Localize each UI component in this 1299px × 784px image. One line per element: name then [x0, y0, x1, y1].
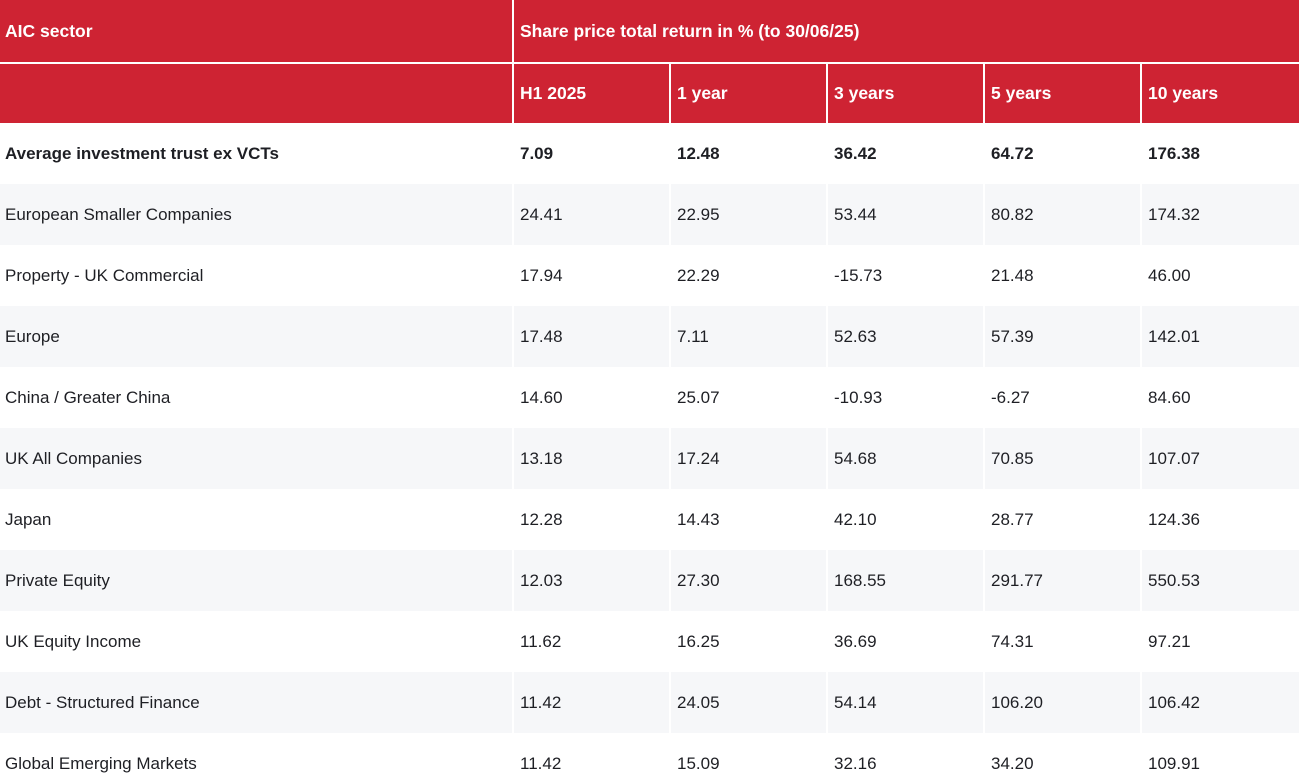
period-column-header-5-years: 5 years	[983, 62, 1141, 123]
sector-cell: China / Greater China	[0, 367, 513, 428]
value-cell-1-year: 17.24	[669, 428, 827, 489]
value-cell-h1-2025: 12.28	[512, 489, 670, 550]
value-cell-h1-2025: 11.42	[512, 733, 670, 784]
value-cell-3-years: 54.68	[826, 428, 984, 489]
value-cell-1-year: 27.30	[669, 550, 827, 611]
value-cell-3-years: 52.63	[826, 306, 984, 367]
table-header: AIC sector Share price total return in %…	[0, 0, 1299, 123]
value-cell-h1-2025: 12.03	[512, 550, 670, 611]
value-cell-5-years: 74.31	[983, 611, 1141, 672]
header-spacer	[0, 62, 513, 123]
value-cell-10-years: 174.32	[1139, 184, 1299, 245]
value-cell-10-years: 97.21	[1139, 611, 1299, 672]
value-cell-5-years: -6.27	[983, 367, 1141, 428]
sector-cell: Debt - Structured Finance	[0, 672, 513, 733]
sector-cell: Europe	[0, 306, 513, 367]
value-cell-1-year: 7.11	[669, 306, 827, 367]
value-cell-10-years: 124.36	[1139, 489, 1299, 550]
sector-cell: Average investment trust ex VCTs	[0, 123, 513, 184]
value-cell-1-year: 15.09	[669, 733, 827, 784]
sector-cell: European Smaller Companies	[0, 184, 513, 245]
header-row-periods: H1 2025 1 year 3 years 5 years 10 years	[0, 62, 1299, 123]
sector-cell: Property - UK Commercial	[0, 245, 513, 306]
value-cell-1-year: 22.95	[669, 184, 827, 245]
value-cell-10-years: 176.38	[1139, 123, 1299, 184]
value-cell-1-year: 12.48	[669, 123, 827, 184]
value-cell-10-years: 46.00	[1139, 245, 1299, 306]
value-cell-h1-2025: 14.60	[512, 367, 670, 428]
value-cell-10-years: 109.91	[1139, 733, 1299, 784]
value-cell-h1-2025: 17.48	[512, 306, 670, 367]
table-row: Property - UK Commercial 17.94 22.29 -15…	[0, 245, 1299, 306]
value-cell-10-years: 142.01	[1139, 306, 1299, 367]
value-cell-1-year: 22.29	[669, 245, 827, 306]
value-cell-h1-2025: 17.94	[512, 245, 670, 306]
table-row: Private Equity 12.03 27.30 168.55 291.77…	[0, 550, 1299, 611]
value-cell-3-years: -15.73	[826, 245, 984, 306]
value-cell-3-years: 32.16	[826, 733, 984, 784]
value-cell-10-years: 106.42	[1139, 672, 1299, 733]
header-row-top: AIC sector Share price total return in %…	[0, 0, 1299, 63]
value-cell-h1-2025: 24.41	[512, 184, 670, 245]
value-cell-5-years: 21.48	[983, 245, 1141, 306]
value-cell-5-years: 28.77	[983, 489, 1141, 550]
value-cell-h1-2025: 11.42	[512, 672, 670, 733]
table-row: European Smaller Companies 24.41 22.95 5…	[0, 184, 1299, 245]
value-cell-10-years: 550.53	[1139, 550, 1299, 611]
sector-column-header: AIC sector	[0, 0, 513, 63]
value-cell-10-years: 107.07	[1139, 428, 1299, 489]
period-column-header-3-years: 3 years	[826, 62, 984, 123]
table-row: Europe 17.48 7.11 52.63 57.39 142.01	[0, 306, 1299, 367]
period-column-header-10-years: 10 years	[1139, 62, 1299, 123]
table-body: Average investment trust ex VCTs 7.09 12…	[0, 123, 1299, 784]
value-cell-3-years: -10.93	[826, 367, 984, 428]
value-cell-1-year: 25.07	[669, 367, 827, 428]
value-cell-3-years: 36.69	[826, 611, 984, 672]
value-cell-5-years: 34.20	[983, 733, 1141, 784]
table-row: UK All Companies 13.18 17.24 54.68 70.85…	[0, 428, 1299, 489]
table-row: UK Equity Income 11.62 16.25 36.69 74.31…	[0, 611, 1299, 672]
value-cell-3-years: 42.10	[826, 489, 984, 550]
table-row: Global Emerging Markets 11.42 15.09 32.1…	[0, 733, 1299, 784]
value-cell-1-year: 14.43	[669, 489, 827, 550]
value-cell-5-years: 106.20	[983, 672, 1141, 733]
value-cell-3-years: 36.42	[826, 123, 984, 184]
value-cell-5-years: 291.77	[983, 550, 1141, 611]
value-cell-1-year: 16.25	[669, 611, 827, 672]
value-cell-1-year: 24.05	[669, 672, 827, 733]
table-row: Japan 12.28 14.43 42.10 28.77 124.36	[0, 489, 1299, 550]
value-cell-h1-2025: 11.62	[512, 611, 670, 672]
value-cell-h1-2025: 7.09	[512, 123, 670, 184]
value-cell-5-years: 64.72	[983, 123, 1141, 184]
table-row: China / Greater China 14.60 25.07 -10.93…	[0, 367, 1299, 428]
table-row: Debt - Structured Finance 11.42 24.05 54…	[0, 672, 1299, 733]
sector-cell: UK All Companies	[0, 428, 513, 489]
value-cell-3-years: 168.55	[826, 550, 984, 611]
value-cell-h1-2025: 13.18	[512, 428, 670, 489]
sector-cell: Private Equity	[0, 550, 513, 611]
value-cell-5-years: 57.39	[983, 306, 1141, 367]
sector-cell: UK Equity Income	[0, 611, 513, 672]
value-cell-5-years: 70.85	[983, 428, 1141, 489]
sector-cell: Japan	[0, 489, 513, 550]
sector-cell: Global Emerging Markets	[0, 733, 513, 784]
period-column-header-h1-2025: H1 2025	[512, 62, 670, 123]
period-column-header-1-year: 1 year	[669, 62, 827, 123]
value-cell-3-years: 54.14	[826, 672, 984, 733]
value-cell-5-years: 80.82	[983, 184, 1141, 245]
group-column-header: Share price total return in % (to 30/06/…	[511, 0, 1299, 63]
value-cell-10-years: 84.60	[1139, 367, 1299, 428]
table-row: Average investment trust ex VCTs 7.09 12…	[0, 123, 1299, 184]
value-cell-3-years: 53.44	[826, 184, 984, 245]
